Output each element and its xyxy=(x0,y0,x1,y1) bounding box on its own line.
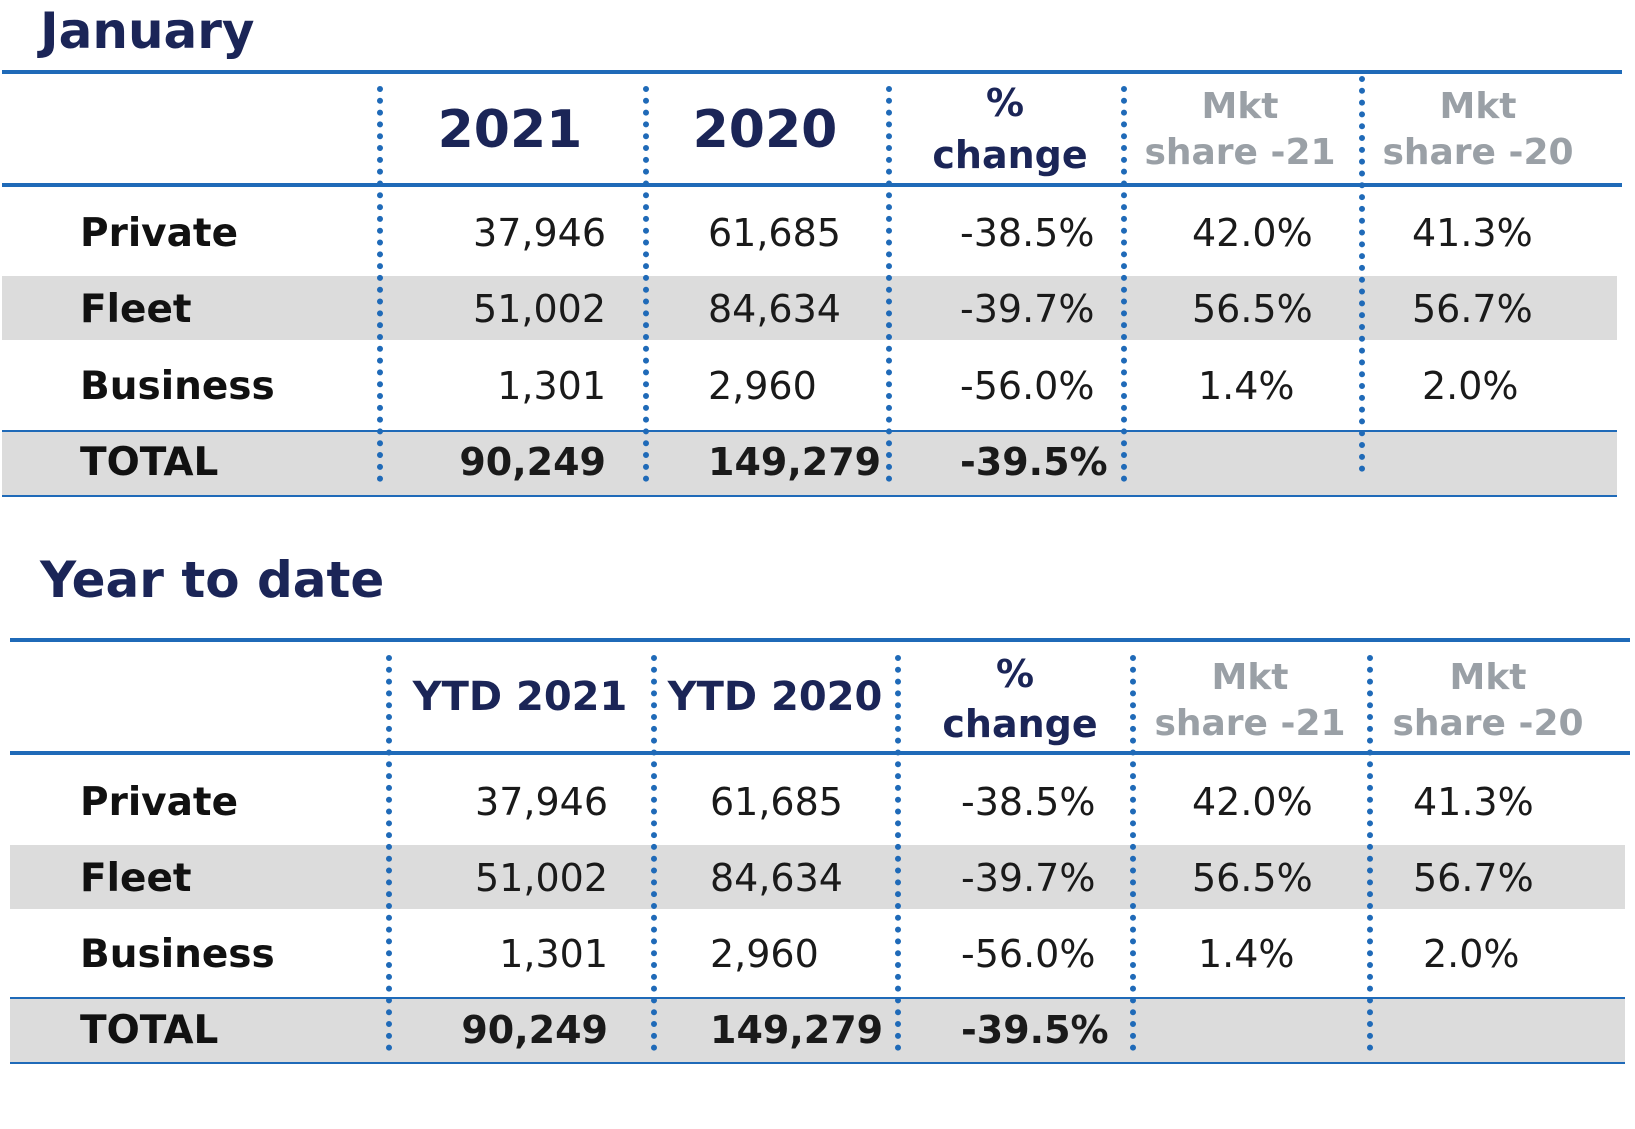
column-divider xyxy=(1121,86,1127,482)
header-mkt21-line1: Mkt xyxy=(1211,657,1289,698)
column-divider xyxy=(1130,655,1136,1051)
row-label: Business xyxy=(80,364,275,409)
row-value-col1: 51,002 xyxy=(475,856,608,900)
row-mkt20: 2.0% xyxy=(1422,364,1519,408)
row-value-col2: 61,685 xyxy=(710,780,843,824)
row-pct: -38.5% xyxy=(961,780,1096,824)
header-bottom-rule xyxy=(2,183,1622,187)
row-mkt20: 56.7% xyxy=(1412,287,1533,331)
row-pct: -56.0% xyxy=(961,932,1096,976)
header-mkt21-line1: Mkt xyxy=(1201,86,1279,127)
column-divider xyxy=(651,655,657,1051)
row-value-col1: 37,946 xyxy=(473,211,606,255)
table-top-rule xyxy=(10,638,1630,642)
row-value-col2: 2,960 xyxy=(708,364,817,408)
total-value-col1: 90,249 xyxy=(461,1008,608,1052)
row-label: Private xyxy=(80,211,239,256)
january-table: 2021 2020 % change Mkt share -21 Mkt sha… xyxy=(0,0,1635,500)
header-col1: YTD 2021 xyxy=(412,674,628,720)
total-label: TOTAL xyxy=(80,1008,219,1053)
header-col1: 2021 xyxy=(437,100,583,160)
row-value-col1: 37,946 xyxy=(475,780,608,824)
header-col2: YTD 2020 xyxy=(667,674,883,720)
table-top-rule xyxy=(2,70,1622,74)
row-mkt21: 1.4% xyxy=(1198,364,1295,408)
header-mkt21-line2: share -21 xyxy=(1154,703,1346,744)
section-title: January xyxy=(40,2,255,60)
row-mkt21: 1.4% xyxy=(1198,932,1295,976)
row-mkt20: 56.7% xyxy=(1413,856,1534,900)
total-pct: -39.5% xyxy=(960,440,1108,484)
row-value-col2: 61,685 xyxy=(708,211,841,255)
row-label: Fleet xyxy=(80,287,192,332)
header-mkt20-line1: Mkt xyxy=(1449,657,1527,698)
row-pct: -56.0% xyxy=(960,364,1095,408)
row-value-col2: 2,960 xyxy=(710,932,819,976)
row-mkt21: 56.5% xyxy=(1192,287,1313,331)
total-row-shade xyxy=(10,999,1625,1063)
header-bottom-rule xyxy=(10,751,1630,755)
row-value-col1: 1,301 xyxy=(497,364,606,408)
column-divider xyxy=(1359,76,1365,472)
row-pct: -39.7% xyxy=(961,856,1096,900)
row-label: Fleet xyxy=(80,856,192,901)
ytd-section: Year to date YTD 2021 YTD 2020 % change … xyxy=(0,555,1635,1075)
row-mkt20: 41.3% xyxy=(1413,780,1534,824)
row-mkt20: 2.0% xyxy=(1423,932,1520,976)
total-value-col2: 149,279 xyxy=(710,1008,884,1052)
column-divider xyxy=(895,655,901,1051)
row-mkt21: 42.0% xyxy=(1192,780,1313,824)
row-mkt21: 56.5% xyxy=(1192,856,1313,900)
total-pct: -39.5% xyxy=(961,1008,1109,1052)
total-top-rule xyxy=(10,997,1625,999)
header-pct-line2: change xyxy=(932,133,1088,177)
total-value-col2: 149,279 xyxy=(708,440,882,484)
total-row-shade xyxy=(2,432,1617,496)
row-pct: -38.5% xyxy=(960,211,1095,255)
row-value-col2: 84,634 xyxy=(710,856,843,900)
total-top-rule xyxy=(2,430,1617,432)
header-pct-line2: change xyxy=(942,702,1098,746)
header-mkt20-line2: share -20 xyxy=(1382,132,1574,173)
row-mkt20: 41.3% xyxy=(1412,211,1533,255)
section-title: Year to date xyxy=(40,551,385,609)
row-mkt21: 42.0% xyxy=(1192,211,1313,255)
header-mkt20-line2: share -20 xyxy=(1392,703,1584,744)
row-pct: -39.7% xyxy=(960,287,1095,331)
row-label: Private xyxy=(80,780,239,825)
header-mkt21-line2: share -21 xyxy=(1144,132,1336,173)
header-pct-line1: % xyxy=(985,81,1025,125)
column-divider xyxy=(1367,655,1373,1051)
header-col2: 2020 xyxy=(692,100,838,160)
row-value-col1: 1,301 xyxy=(499,932,608,976)
fleet-row-shade xyxy=(10,845,1625,909)
row-label: Business xyxy=(80,932,275,977)
header-pct-line1: % xyxy=(995,652,1035,696)
total-value-col1: 90,249 xyxy=(459,440,606,484)
total-bottom-rule xyxy=(2,495,1617,497)
row-value-col2: 84,634 xyxy=(708,287,841,331)
row-value-col1: 51,002 xyxy=(473,287,606,331)
total-bottom-rule xyxy=(10,1062,1625,1064)
column-divider xyxy=(643,86,649,482)
fleet-row-shade xyxy=(2,276,1617,340)
column-divider xyxy=(377,86,383,482)
header-mkt20-line1: Mkt xyxy=(1439,86,1517,127)
ytd-table: YTD 2021 YTD 2020 % change Mkt share -21… xyxy=(0,555,1635,1075)
january-section: January 2021 2020 % change Mkt share -21… xyxy=(0,0,1635,500)
column-divider xyxy=(386,655,392,1051)
column-divider xyxy=(886,86,892,482)
total-label: TOTAL xyxy=(80,440,219,485)
